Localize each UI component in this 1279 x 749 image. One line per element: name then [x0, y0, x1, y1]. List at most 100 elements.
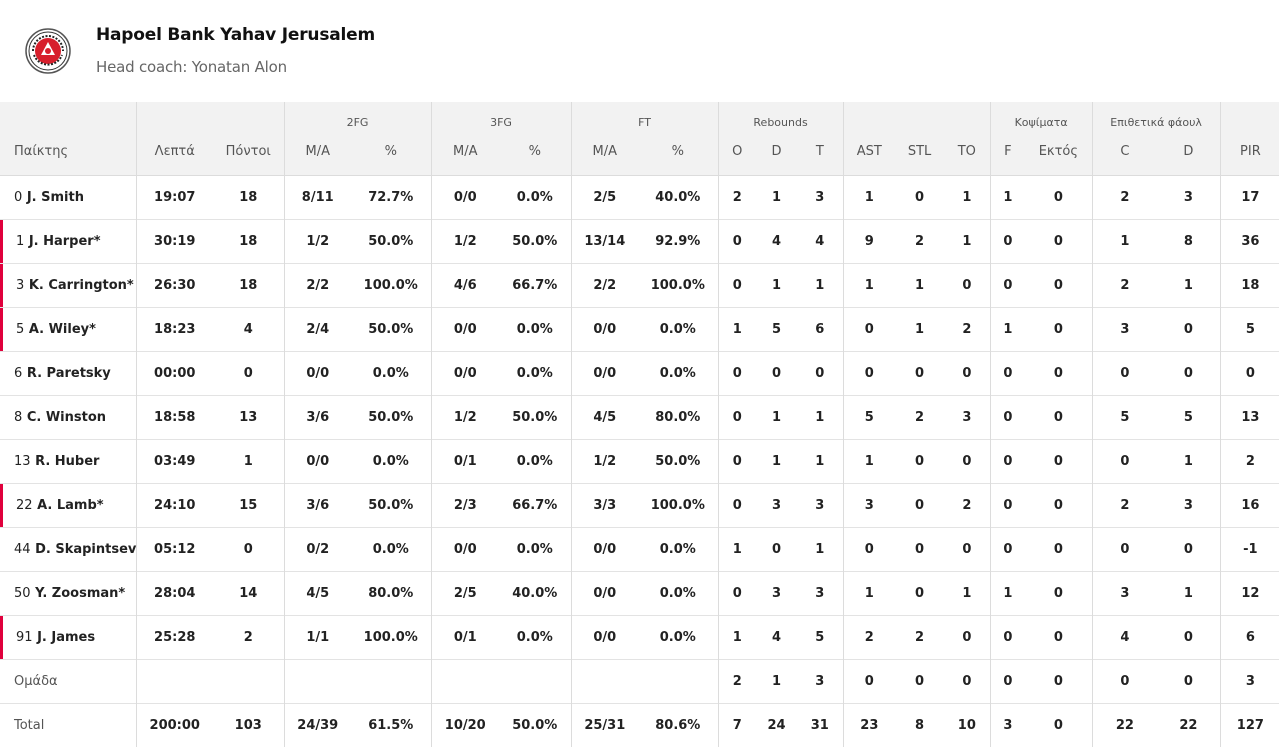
team-crest-icon	[25, 28, 71, 74]
stat-dd: 0	[1183, 629, 1193, 645]
stat-fg3: 0/0	[430, 175, 500, 219]
player-name[interactable]: D. Skapintsev	[35, 541, 137, 557]
player-name[interactable]: J. Smith	[26, 189, 84, 205]
player-name-cell[interactable]: 50 Y. Zoosman*	[0, 571, 136, 615]
col-2fg-pct[interactable]: %	[351, 131, 432, 175]
player-row[interactable]: 1 J. Harper* 30:19 18 1/2 50.0% 1/2 50.0% 13/14…	[0, 219, 1279, 263]
team-reb-t: 3	[815, 673, 825, 689]
stat-t: 1	[815, 453, 825, 469]
player-name[interactable]: A. Lamb*	[37, 497, 104, 513]
col-player[interactable]: Παίκτης	[0, 131, 136, 175]
player-name-cell[interactable]: 3 K. Carrington*	[0, 263, 136, 307]
player-name-cell[interactable]: 44 D. Skapintsev	[0, 527, 136, 571]
col-reb-t[interactable]: T	[797, 131, 844, 175]
col-ast[interactable]: AST	[842, 131, 896, 175]
stat-min: 25:28	[135, 615, 213, 659]
col-points[interactable]: Πόντοι	[213, 131, 284, 175]
col-reb-o[interactable]: O	[717, 131, 757, 175]
col-3fg-ma[interactable]: M/A	[430, 131, 500, 175]
stat-ftp: 0.0%	[659, 541, 696, 557]
player-name-cell[interactable]: 0 J. Smith	[0, 175, 136, 219]
player-name-cell[interactable]: 91 J. James	[0, 615, 136, 659]
col-stl[interactable]: STL	[895, 131, 945, 175]
player-name[interactable]: A. Wiley*	[28, 321, 96, 337]
player-name[interactable]: K. Carrington*	[28, 277, 134, 293]
team-name: Hapoel Bank Yahav Jerusalem	[96, 25, 375, 45]
player-row[interactable]: 44 D. Skapintsev 05:12 0 0/2 0.0% 0/0 0.0% 0/0 0…	[0, 527, 1279, 571]
stat-d: 3	[772, 585, 782, 601]
stat-pir: 18	[1219, 263, 1279, 307]
player-name-cell[interactable]: 22 A. Lamb*	[0, 483, 136, 527]
col-to[interactable]: TO	[944, 131, 991, 175]
player-name-cell[interactable]: 5 A. Wiley*	[0, 307, 136, 351]
col-ft-ma[interactable]: M/A	[570, 131, 639, 175]
stat-pir: 13	[1219, 395, 1279, 439]
player-name-cell[interactable]: 8 C. Winston	[0, 395, 136, 439]
stat-fg2p: 0.0%	[372, 365, 409, 381]
player-row[interactable]: 50 Y. Zoosman* 28:04 14 4/5 80.0% 2/5 40.0% 0/0…	[0, 571, 1279, 615]
player-name-cell[interactable]: 1 J. Harper*	[0, 219, 136, 263]
stat-ft: 2/5	[570, 175, 639, 219]
total-pir: 127	[1219, 703, 1279, 747]
total-3fg-pct: 50.0%	[512, 717, 558, 733]
player-name[interactable]: J. Harper*	[28, 233, 101, 249]
stat-fg3p: 66.7%	[512, 497, 558, 513]
stat-f: 0	[989, 527, 1026, 571]
player-name-cell[interactable]: 13 R. Huber	[0, 439, 136, 483]
stat-f: 1	[989, 175, 1026, 219]
stat-ast: 0	[842, 527, 896, 571]
stat-ftp: 92.9%	[655, 233, 701, 249]
stat-d: 1	[772, 189, 782, 205]
player-number: 0	[14, 189, 23, 205]
col-2fg-ma[interactable]: M/A	[283, 131, 351, 175]
stat-ft: 1/2	[570, 439, 639, 483]
stat-c: 3	[1091, 307, 1158, 351]
stat-ftp: 100.0%	[650, 277, 705, 293]
stat-stl: 1	[915, 277, 925, 293]
total-3fg-ma: 10/20	[430, 703, 500, 747]
player-row[interactable]: 6 R. Paretsky 00:00 0 0/0 0.0% 0/0 0.0% 0/0 0.0%…	[0, 351, 1279, 395]
player-row[interactable]: 5 A. Wiley* 18:23 4 2/4 50.0% 0/0 0.0% 0/0 0.0% 1…	[0, 307, 1279, 351]
total-2fg-pct: 61.5%	[368, 717, 414, 733]
stat-pts: 0	[243, 365, 253, 381]
team-fouls-d: 0	[1183, 673, 1193, 689]
col-pir[interactable]: PIR	[1219, 131, 1279, 175]
stat-ftp: 100.0%	[650, 497, 705, 513]
col-3fg-pct[interactable]: %	[499, 131, 572, 175]
stat-ftp: 0.0%	[659, 365, 696, 381]
col-blk-f[interactable]: F	[989, 131, 1026, 175]
stat-ekt: 0	[1053, 585, 1063, 601]
stat-ftp: 0.0%	[659, 585, 696, 601]
player-name[interactable]: J. James	[37, 629, 96, 645]
col-fouls-d[interactable]: D	[1157, 131, 1221, 175]
stat-fg2p: 72.7%	[368, 189, 414, 205]
player-row[interactable]: 91 J. James 25:28 2 1/1 100.0% 0/1 0.0% 0/0 0.0%…	[0, 615, 1279, 659]
stat-min: 28:04	[135, 571, 213, 615]
player-row[interactable]: 8 C. Winston 18:58 13 3/6 50.0% 1/2 50.0% 4/5 80…	[0, 395, 1279, 439]
player-row[interactable]: 0 J. Smith 19:07 18 8/11 72.7% 0/0 0.0% 2/5 40.0…	[0, 175, 1279, 219]
total-to: 10	[957, 717, 976, 733]
col-reb-d[interactable]: D	[756, 131, 798, 175]
stat-fg3: 2/3	[430, 483, 500, 527]
col-minutes[interactable]: Λεπτά	[135, 131, 213, 175]
player-name-cell[interactable]: 6 R. Paretsky	[0, 351, 136, 395]
player-name[interactable]: Y. Zoosman*	[35, 585, 126, 601]
col-fouls-c[interactable]: C	[1091, 131, 1158, 175]
total-blk-ektos: 0	[1053, 717, 1063, 733]
player-row[interactable]: 3 K. Carrington* 26:30 18 2/2 100.0% 4/6 66.7%…	[0, 263, 1279, 307]
player-number: 50	[14, 585, 31, 601]
stat-ast: 2	[842, 615, 896, 659]
stat-dd: 1	[1183, 585, 1193, 601]
stat-min: 26:30	[135, 263, 213, 307]
player-row[interactable]: 13 R. Huber 03:49 1 0/0 0.0% 0/1 0.0% 1/2 50.0% 0…	[0, 439, 1279, 483]
player-name[interactable]: R. Huber	[35, 453, 100, 469]
stat-o: 1	[717, 307, 757, 351]
player-name[interactable]: R. Paretsky	[26, 365, 111, 381]
stat-f: 1	[989, 571, 1026, 615]
player-row[interactable]: 22 A. Lamb* 24:10 15 3/6 50.0% 2/3 66.7% 3/3 100…	[0, 483, 1279, 527]
col-ft-pct[interactable]: %	[638, 131, 719, 175]
stat-pir: 36	[1219, 219, 1279, 263]
player-name[interactable]: C. Winston	[26, 409, 107, 425]
stat-ft: 3/3	[570, 483, 639, 527]
col-blk-ektos[interactable]: Εκτός	[1025, 131, 1093, 175]
